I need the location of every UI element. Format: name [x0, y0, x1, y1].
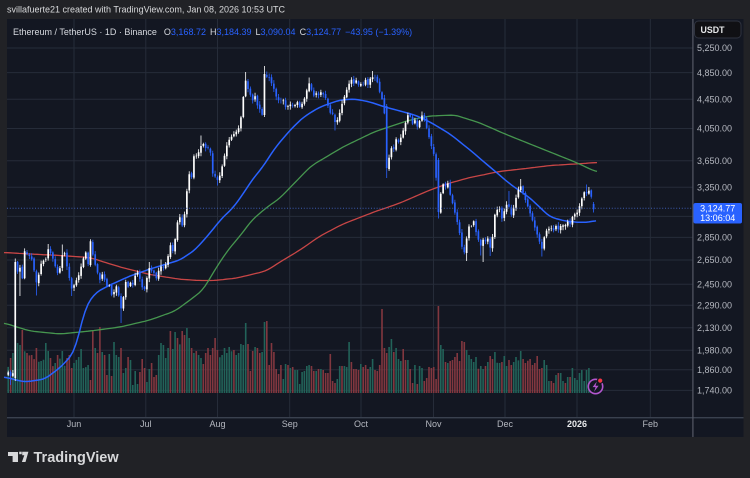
svg-text:Dec: Dec: [497, 419, 514, 429]
svg-text:5,250.00: 5,250.00: [697, 43, 732, 53]
svg-text:Oct: Oct: [354, 419, 369, 429]
svg-text:Nov: Nov: [425, 419, 442, 429]
svg-text:2,450.00: 2,450.00: [697, 280, 732, 290]
svg-text:1,980.00: 1,980.00: [697, 346, 732, 356]
svg-text:3,124.77: 3,124.77: [700, 204, 735, 214]
svg-text:Ethereum / TetherUS · 1D · Bin: Ethereum / TetherUS · 1D · Binance O3,168…: [13, 27, 412, 37]
svg-text:Jul: Jul: [140, 419, 152, 429]
svg-text:Jun: Jun: [67, 419, 82, 429]
svg-text:svillafuerte21 created with Tr: svillafuerte21 created with TradingView.…: [7, 5, 285, 15]
svg-text:13:06:04: 13:06:04: [700, 213, 735, 223]
svg-text:2,650.00: 2,650.00: [697, 255, 732, 265]
svg-text:2,290.00: 2,290.00: [697, 300, 732, 310]
svg-text:USDT: USDT: [701, 25, 726, 35]
svg-text:1,740.00: 1,740.00: [697, 386, 732, 396]
svg-text:4,450.00: 4,450.00: [697, 95, 732, 105]
svg-text:4,850.00: 4,850.00: [697, 68, 732, 78]
svg-text:1,860.00: 1,860.00: [697, 365, 732, 375]
svg-text:2,850.00: 2,850.00: [697, 233, 732, 243]
svg-text:Feb: Feb: [643, 419, 659, 429]
svg-text:2026: 2026: [567, 419, 587, 429]
svg-text:2,130.00: 2,130.00: [697, 323, 732, 333]
svg-text:3,650.00: 3,650.00: [697, 156, 732, 166]
svg-text:TradingView: TradingView: [34, 450, 120, 466]
svg-text:3,350.00: 3,350.00: [697, 183, 732, 193]
svg-text:Aug: Aug: [209, 419, 225, 429]
svg-text:Sep: Sep: [282, 419, 298, 429]
svg-text:4,050.00: 4,050.00: [697, 124, 732, 134]
